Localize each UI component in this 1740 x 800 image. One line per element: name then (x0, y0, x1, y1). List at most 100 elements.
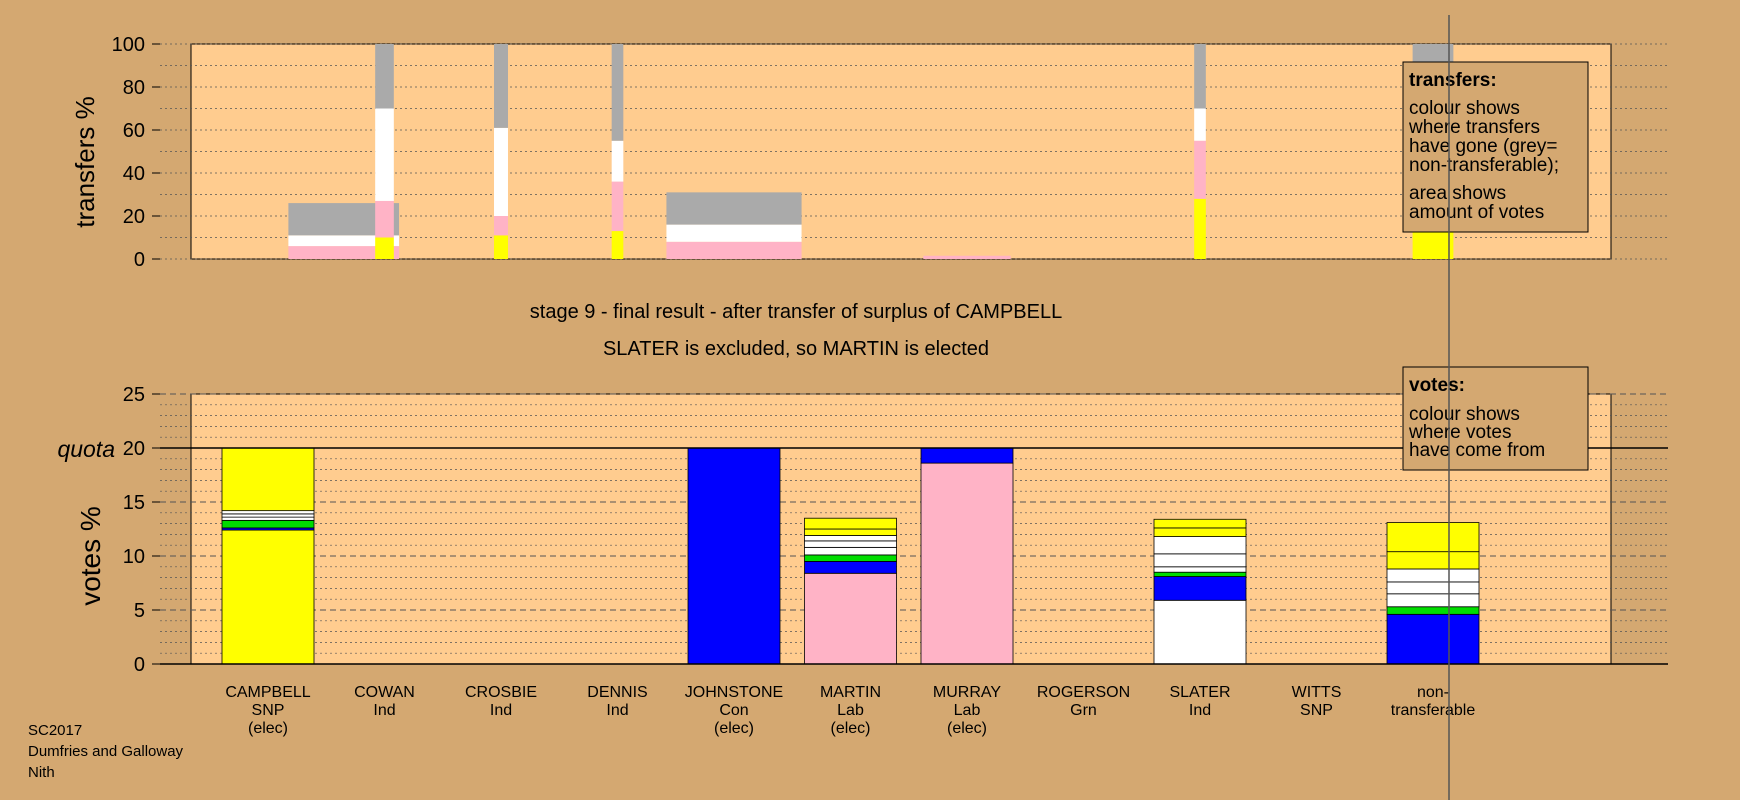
transfer-segment (494, 127, 508, 216)
vote-segment (221, 447, 315, 512)
candidate-label: CAMPBELL (225, 684, 310, 701)
vote-segment (804, 517, 897, 530)
candidate-labels: CAMPBELLSNP(elec)COWANIndCROSBIEIndDENNI… (225, 684, 1475, 737)
votes-legend-title: votes: (1409, 375, 1465, 396)
vote-segment (1386, 551, 1480, 570)
transfer-segment (923, 255, 1011, 259)
vote-segment (1386, 593, 1480, 608)
candidate-label: (elec) (248, 720, 288, 737)
transfers-legend-line: non-transferable); (1409, 155, 1559, 176)
transfers-legend-line: amount of votes (1409, 202, 1544, 223)
transfer-segment (1194, 198, 1206, 259)
transfers-y-ticks: 0 20 40 60 80 100 (112, 34, 160, 271)
vote-segment (804, 528, 897, 536)
candidate-label: SNP (252, 702, 285, 719)
candidate-label: COWAN (354, 684, 415, 701)
transfers-legend-line: colour shows (1409, 98, 1520, 119)
transfers-legend: transfers: colour shows where transfers … (1402, 61, 1589, 233)
transfers-legend-line: area shows (1409, 183, 1506, 204)
vote-segment (1386, 522, 1480, 553)
transfers-panel: 0 20 40 60 80 100 transfers % transfers: colo… (70, 34, 1668, 271)
vote-segment (1153, 536, 1247, 555)
vote-segment (920, 447, 1014, 464)
candidate-label: DENNIS (587, 684, 647, 701)
vote-segment (1386, 581, 1480, 595)
transfer-segment (666, 192, 802, 225)
candidate-label: Lab (954, 702, 981, 719)
candidate-label: non- (1417, 684, 1449, 701)
transfer-segment (666, 224, 802, 242)
candidate-label: Grn (1070, 702, 1097, 719)
vote-segment (804, 561, 897, 574)
candidate-label: (elec) (714, 720, 754, 737)
transfer-segment (288, 235, 400, 247)
votes-legend-line: where votes (1408, 422, 1511, 443)
transfers-legend-title: transfers: (1409, 70, 1497, 91)
vote-segment (221, 510, 315, 515)
candidate-label: (elec) (830, 720, 870, 737)
votes-legend: votes: colour shows where votes have com… (1402, 366, 1589, 471)
vote-segment (1153, 566, 1247, 573)
transfers-y-axis-label: transfers % (70, 96, 100, 228)
vote-segment (221, 513, 315, 518)
votes-legend-box (1402, 366, 1589, 471)
votes-bars (221, 447, 1480, 665)
transfer-segment (611, 231, 624, 259)
votes-y-tick-label: 15 (123, 492, 145, 514)
candidate-label: Ind (606, 702, 628, 719)
vote-segment (687, 447, 781, 665)
votes-legend-line: colour shows (1409, 404, 1520, 425)
vote-segment (804, 554, 897, 562)
vote-segment (1386, 568, 1480, 583)
candidate-label: WITTS (1292, 684, 1342, 701)
vote-segment (1153, 576, 1247, 601)
votes-y-tick-label: 0 (134, 654, 145, 676)
vote-segment (804, 546, 897, 556)
transfer-segment (1194, 108, 1206, 141)
vote-segment (920, 462, 1014, 665)
transfer-segment (1194, 140, 1206, 199)
candidate-label: transferable (1391, 702, 1476, 719)
votes-y-tick-label: 25 (123, 384, 145, 406)
candidate-label: Lab (837, 702, 864, 719)
candidate-label: SNP (1300, 702, 1333, 719)
transfers-y-tick-label: 60 (123, 120, 145, 142)
candidate-label: ROGERSON (1037, 684, 1130, 701)
transfers-y-tick-label: 40 (123, 163, 145, 185)
votes-y-axis-label: votes % (75, 506, 106, 606)
transfers-legend-line: have gone (grey= (1409, 136, 1557, 157)
transfers-legend-line: where transfers (1408, 117, 1540, 138)
vote-segment (1386, 606, 1480, 615)
vote-segment (804, 572, 897, 665)
candidate-label: MARTIN (820, 684, 881, 701)
transfers-legend-box (1402, 61, 1589, 233)
vote-segment (1386, 613, 1480, 665)
vote-segment (804, 535, 897, 542)
vote-segment (1153, 599, 1247, 665)
vote-segment (1153, 553, 1247, 568)
candidate-label: Con (719, 702, 748, 719)
transfer-segment (611, 140, 624, 182)
transfer-segment (288, 246, 400, 259)
transfers-y-tick-label: 100 (112, 34, 145, 56)
votes-legend-line: have come from (1409, 440, 1545, 461)
candidate-label: Ind (490, 702, 512, 719)
transfer-segment (494, 44, 508, 128)
votes-y-ticks: 0 5 10 15 20 25 (123, 384, 160, 676)
votes-y-tick-label: 5 (134, 600, 145, 622)
votes-y-tick-label: 10 (123, 546, 145, 568)
candidate-label: JOHNSTONE (685, 684, 783, 701)
transfer-segment (375, 108, 394, 201)
stage-title: stage 9 - final result - after transfer … (530, 301, 1062, 323)
candidate-label: MURRAY (933, 684, 1001, 701)
footer-line: SC2017 (28, 722, 82, 739)
candidate-label: CROSBIE (465, 684, 537, 701)
footer-line: Dumfries and Galloway (28, 743, 184, 760)
transfer-segment (494, 235, 508, 259)
vote-segment (221, 519, 315, 529)
transfer-segment (666, 241, 802, 259)
transfers-y-tick-label: 20 (123, 206, 145, 228)
transfer-segment (375, 237, 394, 259)
vote-segment (221, 516, 315, 521)
